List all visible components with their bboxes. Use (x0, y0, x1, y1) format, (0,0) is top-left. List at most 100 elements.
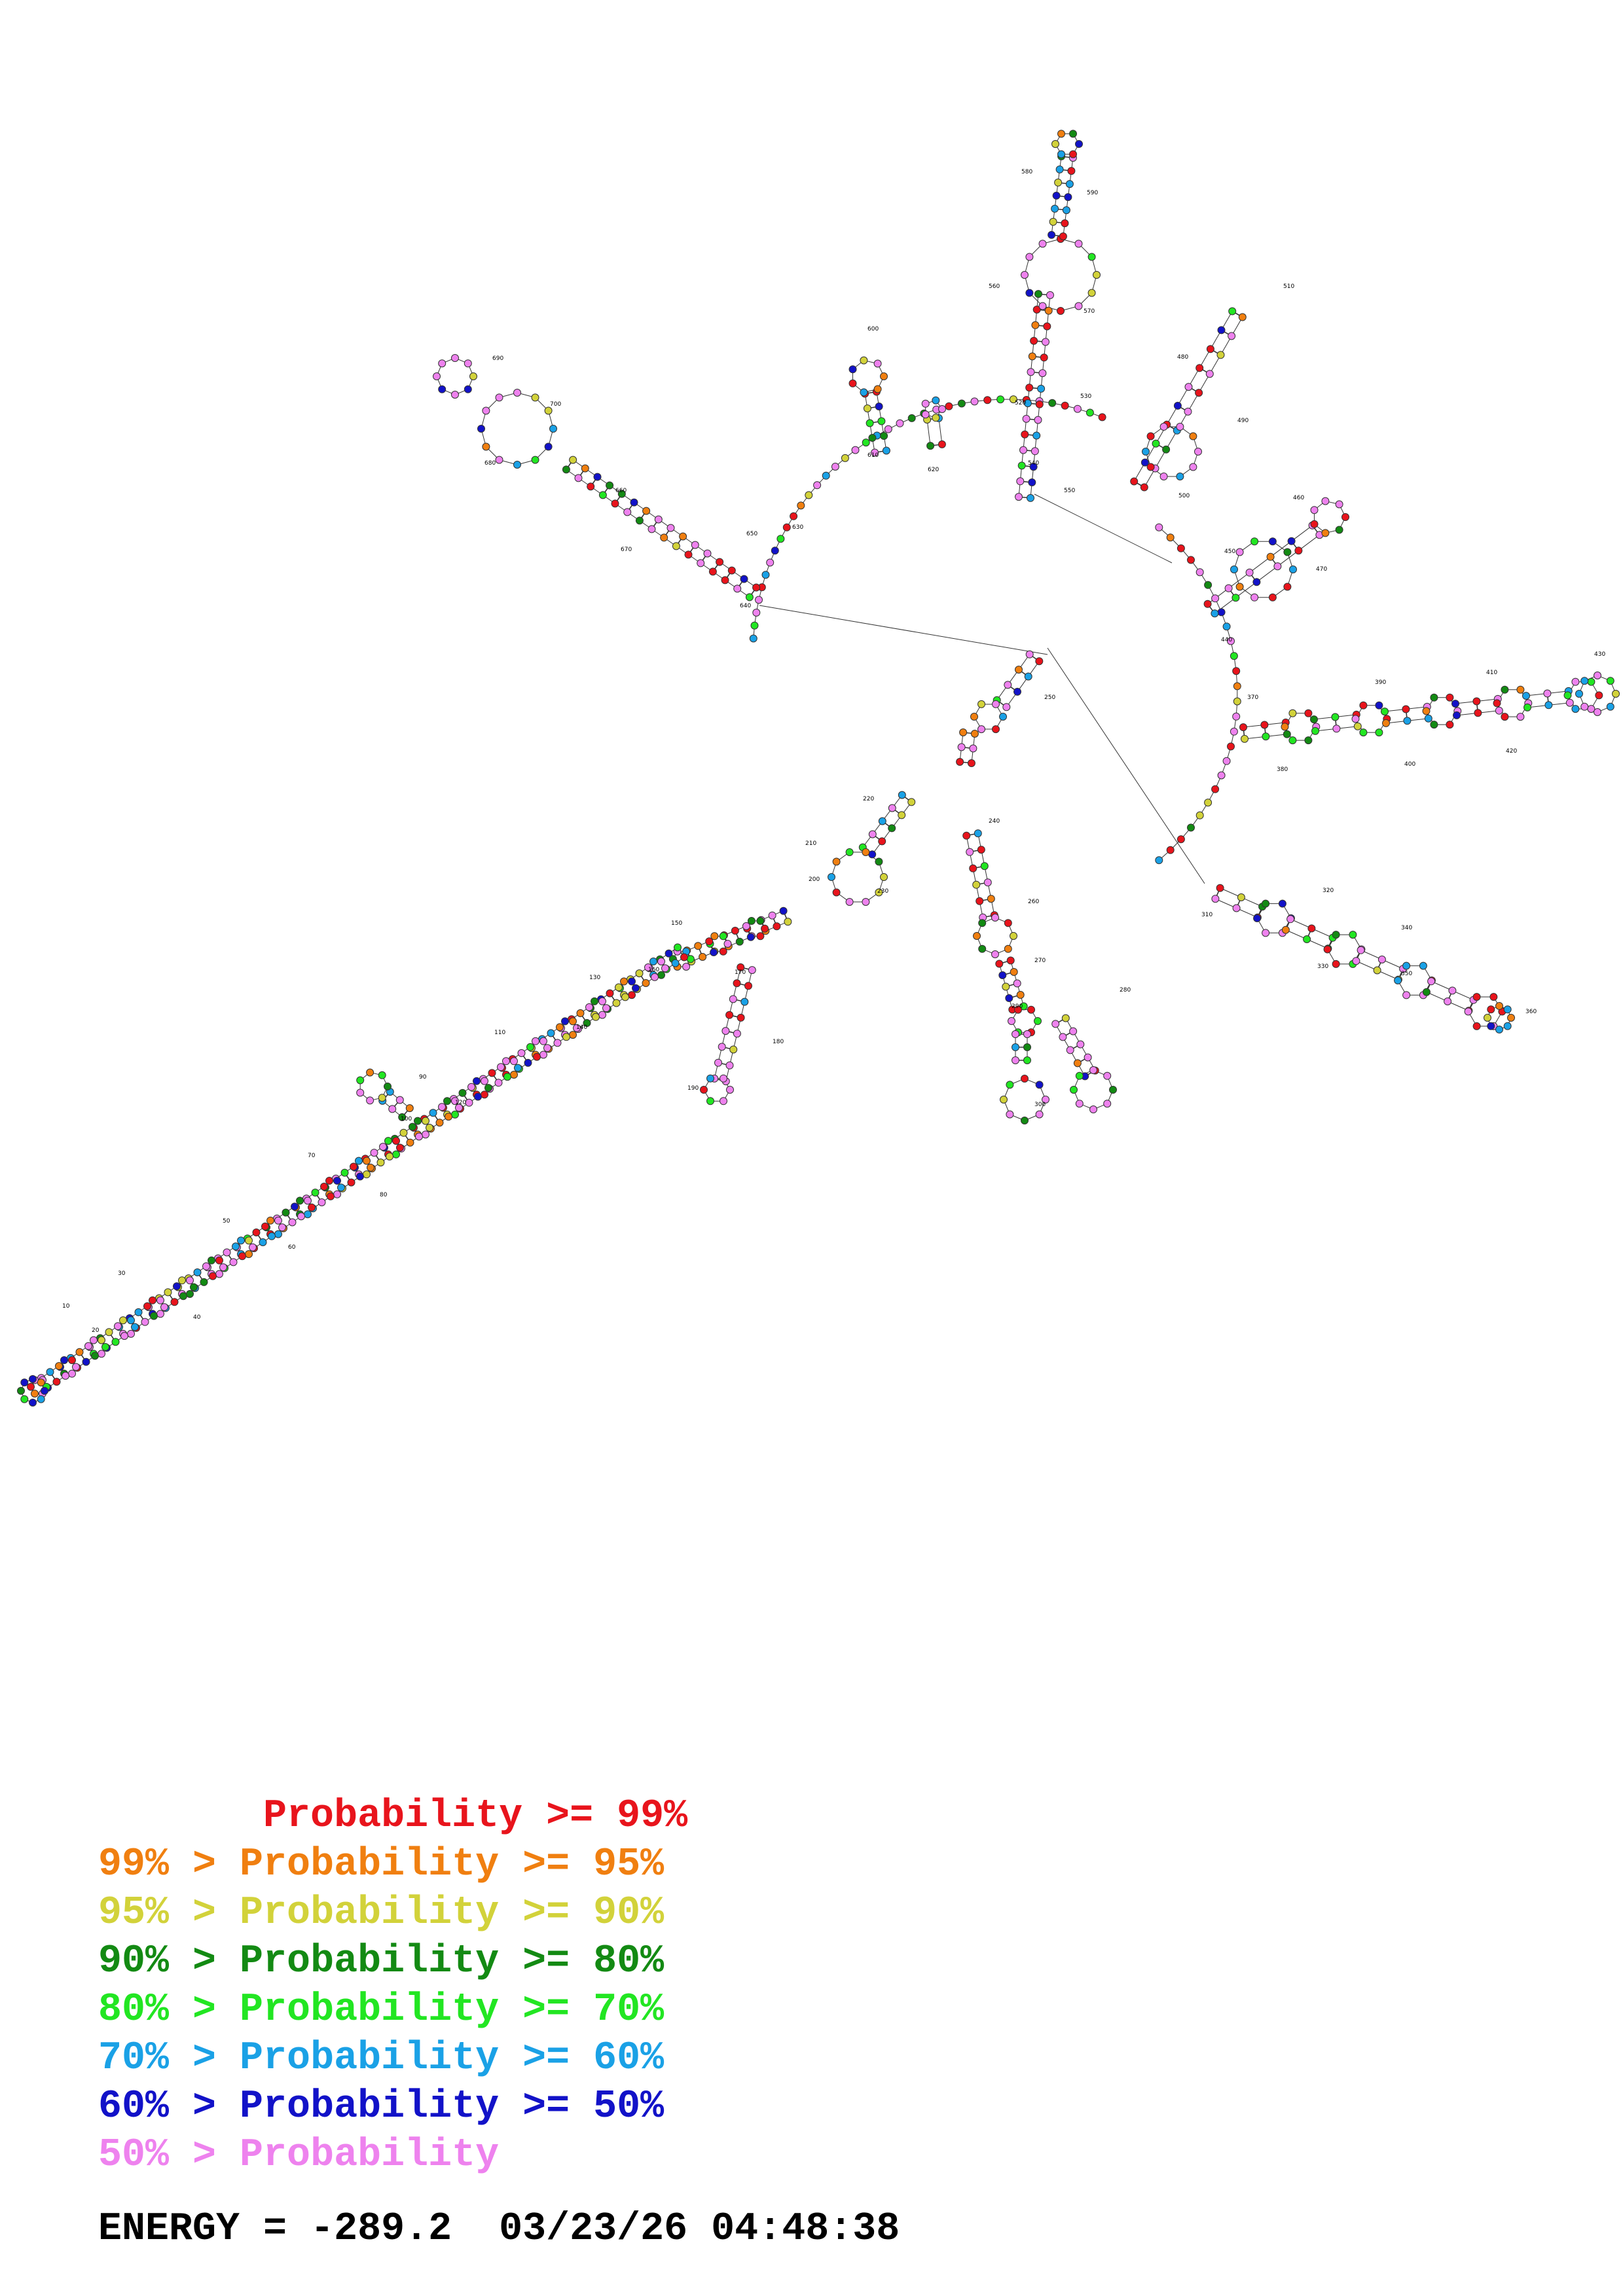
nucleotide (1335, 500, 1343, 509)
nucleotide (598, 997, 606, 1005)
nucleotide (978, 944, 987, 953)
nucleotide (755, 596, 763, 604)
nucleotide (1023, 399, 1032, 408)
nucleotide (740, 575, 748, 583)
nucleotide (451, 354, 459, 362)
nucleotide (127, 1316, 135, 1325)
nucleotide (1211, 895, 1220, 903)
nucleotide (1087, 289, 1096, 297)
nucleotide (1227, 742, 1235, 751)
nucleotide (223, 1248, 231, 1257)
nucleotide (1051, 1020, 1060, 1028)
nucleotide (1034, 1017, 1042, 1025)
nucleotide (1015, 493, 1023, 501)
numbering-label: 130 (589, 975, 600, 981)
nucleotide (327, 1192, 335, 1200)
nucleotide (1013, 979, 1021, 988)
nucleotide (1012, 1043, 1019, 1051)
nucleotide (1448, 986, 1457, 995)
nucleotide (1146, 432, 1155, 440)
nucleotide (959, 728, 968, 736)
nucleotide (723, 940, 732, 948)
nucleotide (1252, 578, 1261, 586)
nucleotide (744, 982, 752, 990)
numbering-label: 140 (576, 1024, 587, 1031)
nucleotide (591, 997, 598, 1005)
nucleotide (1109, 1086, 1117, 1094)
nucleotide (378, 1071, 386, 1079)
nucleotide (1184, 407, 1192, 416)
nucleotide (1089, 1066, 1097, 1074)
nucleotide (1008, 1017, 1015, 1025)
nucleotide (1189, 463, 1197, 471)
nucleotide (977, 846, 985, 854)
nucleotide (1043, 322, 1051, 331)
nucleotide (1262, 732, 1270, 741)
nucleotide (1176, 473, 1184, 480)
nucleotide (1211, 785, 1220, 793)
nucleotide (1004, 944, 1012, 953)
nucleotide (1205, 370, 1214, 378)
nucleotide (654, 515, 663, 524)
nucleotide (970, 397, 979, 406)
nucleotide (1446, 693, 1454, 702)
nucleotide (1027, 493, 1034, 502)
nucleotide (1430, 693, 1438, 702)
nucleotide (209, 1272, 217, 1280)
nucleotide (592, 1013, 600, 1021)
numbering-label: 350 (1401, 971, 1412, 977)
nucleotide (1250, 593, 1259, 601)
nucleotide (1084, 1053, 1092, 1062)
nucleotide (998, 971, 1007, 979)
numbering-label: 110 (494, 1030, 505, 1036)
nucleotide (120, 1332, 128, 1340)
nucleotide (1288, 709, 1297, 717)
backbone-segment (1291, 525, 1313, 542)
nucleotide (1228, 332, 1236, 340)
nucleotide (1035, 657, 1044, 666)
nucleotide (1155, 856, 1163, 865)
nucleotide (921, 410, 930, 419)
nucleotide (1061, 219, 1069, 228)
nucleotide (1453, 711, 1461, 719)
nucleotide (1195, 568, 1204, 577)
nucleotide (52, 1378, 61, 1386)
nucleotide (967, 759, 976, 767)
nucleotide (740, 997, 749, 1006)
legend-label: Probability (240, 2133, 500, 2178)
nucleotide (1037, 384, 1046, 393)
nucleotide (756, 932, 765, 941)
nucleotide (632, 984, 640, 992)
numbering-label: 480 (1177, 354, 1188, 361)
nucleotide (1021, 430, 1029, 439)
nucleotide (1253, 914, 1262, 922)
legend-prefix: 70% > (98, 2036, 240, 2081)
nucleotide (1057, 130, 1065, 138)
nucleotide (1321, 497, 1330, 505)
nucleotide (978, 919, 987, 927)
nucleotide (845, 898, 854, 906)
nucleotide (1189, 432, 1197, 440)
nucleotide (544, 406, 553, 415)
nucleotide (1304, 736, 1313, 745)
nucleotide (396, 1143, 404, 1152)
nucleotide (749, 634, 757, 643)
nucleotide (467, 1083, 475, 1091)
nucleotide (1487, 1005, 1495, 1014)
nucleotide (553, 1039, 562, 1047)
nucleotide (706, 1097, 714, 1105)
nucleotide (388, 1105, 397, 1113)
numbering-label: 520 (1015, 400, 1026, 406)
nucleotide (119, 1316, 127, 1325)
nucleotide (1073, 404, 1082, 413)
nucleotide (587, 482, 595, 491)
numbering-label: 100 (401, 1116, 412, 1122)
nucleotide (29, 1375, 37, 1383)
numbering-label: 60 (288, 1244, 296, 1251)
nucleotide (356, 1172, 364, 1181)
nucleotide (274, 1216, 282, 1225)
numbering-label: 580 (1021, 169, 1032, 175)
nucleotide (699, 953, 707, 961)
nucleotide (674, 943, 682, 952)
nucleotide (1580, 702, 1589, 711)
